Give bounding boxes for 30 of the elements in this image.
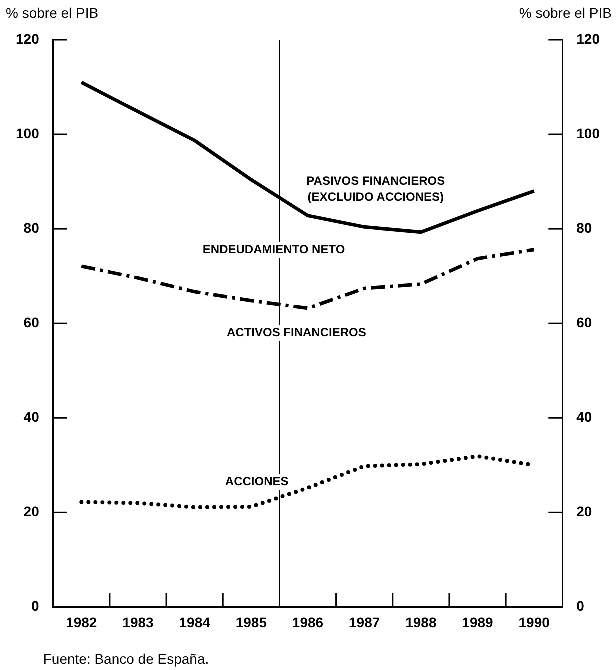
y-tick-label: 60	[24, 314, 40, 330]
y2-tick-label: 40	[576, 408, 592, 425]
x-tick-label: 1987	[349, 614, 380, 630]
x-tick-label: 1989	[462, 614, 494, 630]
y-tick-label: 20	[24, 504, 40, 520]
x-tick-label: 1982	[66, 614, 98, 630]
y-tick-label: 120	[16, 30, 40, 47]
y-tick-label: 100	[16, 125, 40, 142]
y-tick-label: 80	[24, 220, 40, 236]
x-tick-label: 1990	[518, 614, 550, 630]
series-label: ACCIONES	[225, 474, 289, 488]
y-axis-title: % sobre el PIB	[6, 4, 99, 21]
x-tick-label: 1984	[179, 614, 211, 630]
x-tick-label: 1983	[122, 614, 154, 630]
y2-axis-title: % sobre el PIB	[519, 4, 612, 21]
y-tick-label: 40	[24, 408, 40, 425]
x-tick-label: 1988	[406, 614, 437, 630]
x-tick-label: 1986	[292, 614, 324, 630]
text: ACTIVOS FINANCIEROS	[227, 325, 366, 340]
y2-tick-label: 120	[576, 30, 600, 47]
y2-tick-label: 60	[576, 314, 592, 330]
y2-tick-label: 100	[576, 125, 600, 142]
source-note: Fuente: Banco de España.	[43, 650, 210, 667]
y2-tick-label: 80	[576, 220, 592, 236]
y2-tick-label: 0	[576, 598, 585, 614]
series-label: PASIVOS FINANCIEROS (EXCLUIDO ACCIONES)	[306, 174, 446, 204]
annotation: ENDEUDAMIENTO NETO	[202, 242, 346, 257]
x-tick-label: 1985	[236, 614, 268, 630]
y2-tick-label: 20	[576, 504, 592, 520]
y-tick-label: 0	[32, 598, 40, 614]
